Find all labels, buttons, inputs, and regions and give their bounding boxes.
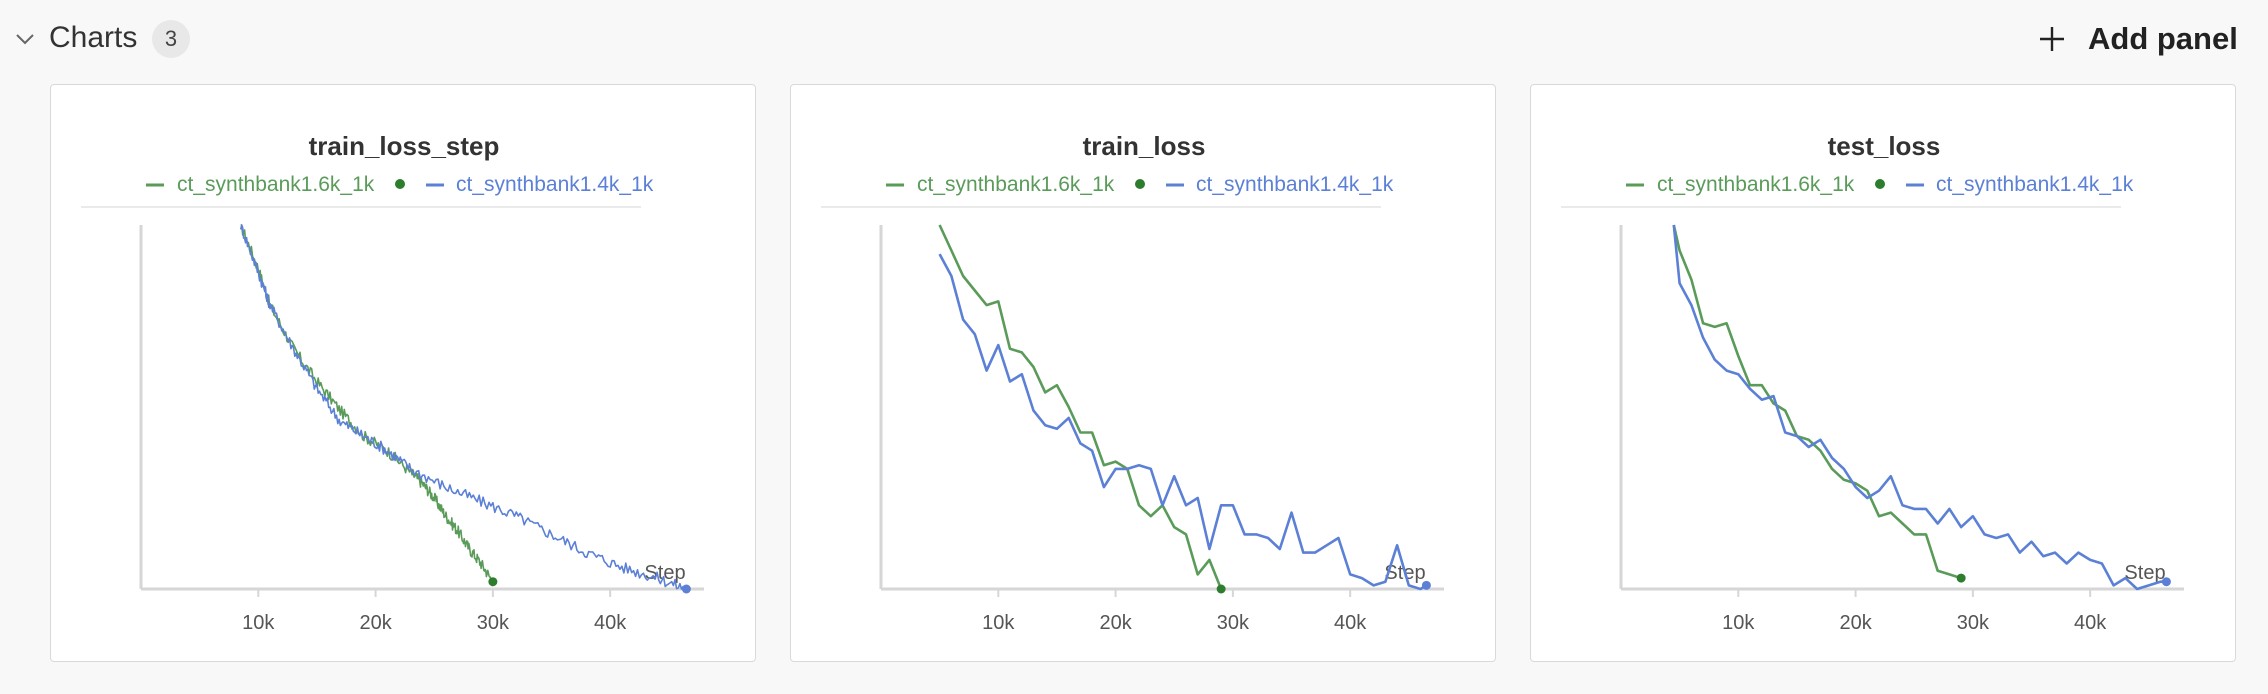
chevron-down-icon[interactable]: [14, 28, 36, 50]
x-tick-label: 40k: [1334, 612, 1367, 634]
series-line: [1672, 224, 1962, 580]
chart-title: test_loss: [1828, 131, 1941, 161]
chart-title: train_loss: [1083, 131, 1206, 161]
series-endpoint: [1421, 580, 1431, 590]
add-panel-button[interactable]: Add panel: [2030, 14, 2250, 64]
legend-label: ct_synthbank1.4k_1k: [456, 173, 654, 196]
x-axis-label: Step: [2124, 562, 2165, 584]
series-line: [1672, 224, 2167, 591]
add-panel-label: Add panel: [2088, 21, 2238, 56]
x-tick-label: 20k: [1099, 612, 1132, 634]
charts-section-header: Charts 3 Add panel: [0, 0, 2268, 80]
legend-label: ct_synthbank1.6k_1k: [1657, 173, 1855, 196]
section-title[interactable]: Charts: [49, 21, 138, 54]
legend-dot: [1135, 179, 1145, 189]
series-line: [240, 224, 494, 587]
x-tick-label: 20k: [1839, 612, 1872, 634]
legend-dot: [395, 179, 405, 189]
chart-panel-train-loss[interactable]: train_loss ct_synthbank1.6k_1k ct_synthban…: [790, 84, 1496, 662]
chart-svg: test_loss ct_synthbank1.6k_1k ct_synthbank…: [1561, 131, 2184, 634]
legend-label: ct_synthbank1.4k_1k: [1936, 173, 2134, 196]
series-line: [938, 224, 1223, 590]
series-endpoint: [488, 577, 498, 587]
legend-label: ct_synthbank1.4k_1k: [1196, 173, 1394, 196]
x-tick-label: 30k: [477, 612, 510, 634]
legend-label: ct_synthbank1.6k_1k: [177, 173, 375, 196]
legend-dot: [1875, 179, 1885, 189]
chart-panel-train-loss-step[interactable]: train_loss_step ct_synthbank1.6k_1k ct_syn…: [50, 84, 756, 662]
legend-label: ct_synthbank1.6k_1k: [917, 173, 1115, 196]
series-endpoint: [1216, 584, 1226, 594]
chart-title: train_loss_step: [309, 131, 500, 161]
x-tick-label: 10k: [982, 612, 1015, 634]
x-tick-label: 10k: [242, 612, 275, 634]
x-tick-label: 30k: [1217, 612, 1250, 634]
x-tick-label: 40k: [594, 612, 627, 634]
plus-icon: [2040, 27, 2064, 51]
series-line: [239, 224, 687, 590]
series-line: [938, 253, 1428, 591]
x-tick-label: 20k: [359, 612, 392, 634]
chart-svg: train_loss ct_synthbank1.6k_1k ct_synthban…: [821, 131, 1444, 634]
chart-svg: train_loss_step ct_synthbank1.6k_1k ct_syn…: [81, 131, 704, 634]
x-tick-label: 10k: [1722, 612, 1755, 634]
series-endpoint: [2161, 577, 2171, 587]
x-tick-label: 40k: [2074, 612, 2107, 634]
chart-panel-test-loss[interactable]: test_loss ct_synthbank1.6k_1k ct_synthbank…: [1530, 84, 2236, 662]
x-tick-label: 30k: [1957, 612, 1990, 634]
panel-count-badge: 3: [152, 20, 190, 58]
series-endpoint: [681, 584, 691, 594]
series-endpoint: [1956, 573, 1966, 583]
